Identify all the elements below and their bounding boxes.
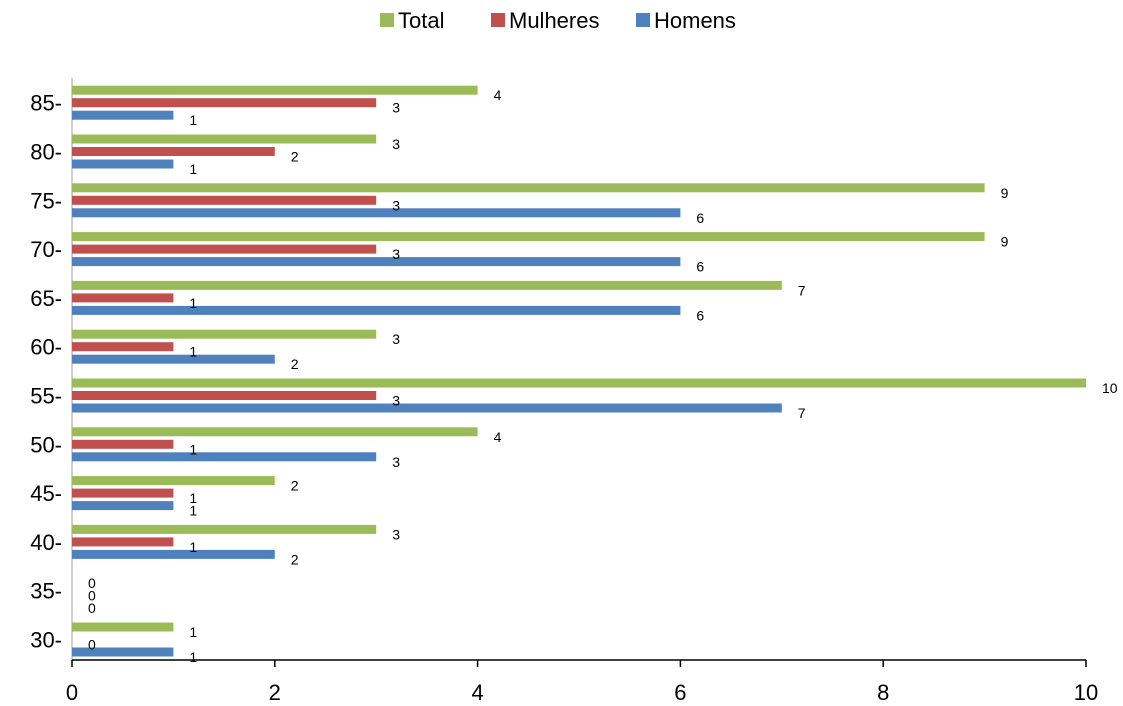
category-labels-group: 30- 35- 40- 45- 50- 55- 60- 65- 70- 75- 80- 85- [30,91,62,653]
category-label-40-: 40- [30,530,62,555]
x-tick-label-10: 10 [1074,680,1098,705]
legend-label-mulheres: Mulheres [509,8,599,33]
bar-total-30- [72,622,174,632]
category-label-50-: 50- [30,432,62,457]
bar-mulheres-50- [72,439,174,449]
data-label-homens-35-: 0 [88,600,96,616]
data-label-total-85-: 4 [494,87,502,103]
data-label-homens-50-: 3 [392,454,400,470]
bar-total-45- [72,476,275,486]
data-label-total-55-: 10 [1102,380,1118,396]
legend-label-homens: Homens [654,8,736,33]
bar-total-80- [72,134,377,144]
bar-homens-30- [72,647,174,657]
legend-label-total: Total [398,8,444,33]
bar-total-70- [72,232,985,242]
legend-swatch-total [380,13,394,27]
x-tick-label-4: 4 [471,680,483,705]
bar-mulheres-85- [72,98,377,108]
x-tick-label-8: 8 [877,680,889,705]
bar-mulheres-40- [72,537,174,547]
data-label-mulheres-30-: 0 [88,637,96,653]
data-label-mulheres-70-: 3 [392,246,400,262]
data-label-total-30-: 1 [189,624,197,640]
data-label-homens-65-: 6 [696,307,704,323]
data-label-total-80-: 3 [392,136,400,152]
data-label-total-45-: 2 [291,478,299,494]
data-label-mulheres-75-: 3 [392,197,400,213]
bar-mulheres-60- [72,342,174,352]
data-label-total-35-: 0 [88,575,96,591]
bar-homens-85- [72,110,174,120]
data-label-total-70-: 9 [1001,234,1009,250]
data-label-homens-30-: 1 [189,649,197,665]
data-label-homens-80-: 1 [189,161,197,177]
bar-mulheres-45- [72,488,174,498]
x-tick-label-2: 2 [269,680,281,705]
bar-homens-65- [72,305,681,315]
bar-mulheres-55- [72,391,377,400]
bar-homens-50- [72,452,377,462]
bar-homens-60- [72,354,275,364]
x-tick-label-0: 0 [66,680,78,705]
data-label-mulheres-65-: 1 [189,295,197,311]
data-label-total-50-: 4 [494,429,502,445]
bar-mulheres-75- [72,195,377,205]
category-label-35-: 35- [30,579,62,604]
bar-total-85- [72,85,478,95]
category-label-45-: 45- [30,481,62,506]
data-label-mulheres-45-: 1 [189,490,197,506]
data-label-homens-40-: 2 [291,551,299,567]
data-label-mulheres-35-: 0 [88,588,96,604]
data-label-total-65-: 7 [798,282,806,298]
data-label-homens-60-: 2 [291,356,299,372]
bar-total-55- [72,378,1086,388]
bar-homens-70- [72,257,681,267]
category-label-70-: 70- [30,237,62,262]
category-label-65-: 65- [30,286,62,311]
data-label-mulheres-50-: 1 [189,441,197,457]
bar-homens-80- [72,159,174,169]
data-label-homens-75-: 6 [696,210,704,226]
data-label-mulheres-55-: 3 [392,393,400,409]
x-ticks-group: 0 2 4 6 8 10 [66,660,1098,705]
bar-total-65- [72,280,782,290]
bar-homens-75- [72,208,681,218]
bar-homens-40- [72,549,275,559]
bar-homens-45- [72,501,174,511]
bar-mulheres-80- [72,147,275,156]
data-label-homens-70-: 6 [696,259,704,275]
category-label-30-: 30- [30,628,62,653]
bar-homens-55- [72,403,782,413]
data-label-homens-55-: 7 [798,405,806,421]
category-label-75-: 75- [30,188,62,213]
data-label-mulheres-60-: 1 [189,344,197,360]
bar-total-75- [72,183,985,193]
bar-total-50- [72,427,478,437]
data-label-total-40-: 3 [392,526,400,542]
data-label-mulheres-80-: 2 [291,149,299,165]
category-label-80-: 80- [30,140,62,165]
bar-mulheres-65- [72,293,174,303]
data-label-homens-85-: 1 [189,112,197,128]
data-label-mulheres-85-: 3 [392,100,400,116]
x-tick-label-6: 6 [674,680,686,705]
bar-mulheres-70- [72,244,377,254]
legend-swatch-mulheres [491,13,505,27]
category-label-55-: 55- [30,384,62,409]
legend-swatch-homens [636,13,650,27]
category-label-85-: 85- [30,91,62,116]
legend: Total Mulheres Homens [380,8,736,33]
bar-total-60- [72,329,377,339]
data-label-homens-45-: 1 [189,503,197,519]
bars-group [72,85,1086,657]
data-label-total-60-: 3 [392,331,400,347]
category-label-60-: 60- [30,335,62,360]
bar-total-40- [72,524,377,534]
data-label-total-75-: 9 [1001,185,1009,201]
data-label-mulheres-40-: 1 [189,539,197,555]
